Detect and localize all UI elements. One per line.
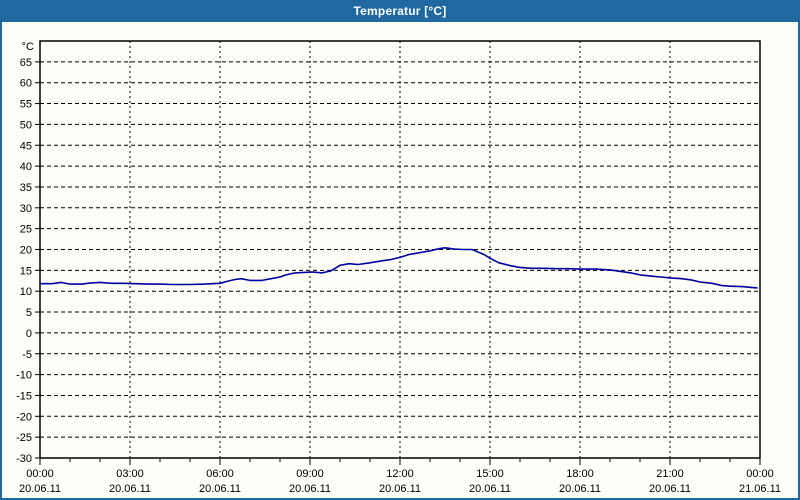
x-tick-date-label: 20.06.11 [559,483,601,495]
y-tick-label: -15 [16,390,32,402]
x-tick-time-label: 00:00 [746,468,774,480]
y-tick-label: -5 [22,349,32,361]
y-tick-label: 0 [26,328,32,340]
y-tick-label: 40 [20,161,32,173]
x-axis-labels: 00:00 20.06.11 03:00 20.06.11 06:00 20.06.11 0… [19,459,781,495]
y-tick-label: 30 [20,203,32,215]
y-tick-label: 65 [20,57,32,69]
y-tick-label: -10 [16,370,32,382]
y-tick-label: -30 [16,453,32,465]
x-tick-date-label: 20.06.11 [19,483,61,495]
x-tick-time-label: 15:00 [476,468,504,480]
x-tick-date-label: 20.06.11 [469,483,511,495]
x-tick-date-label: 20.06.11 [649,483,691,495]
x-tick-time-label: 06:00 [206,468,234,480]
y-tick-label: -20 [16,411,32,423]
x-tick-date-label: 20.06.11 [289,483,331,495]
x-tick-time-label: 12:00 [386,468,414,480]
x-tick-date-label: 20.06.11 [109,483,151,495]
y-tick-label: 25 [20,224,32,236]
y-tick-label: 20 [20,245,32,257]
y-tick-label: 5 [26,307,32,319]
x-tick-date-label: 21.06.11 [739,483,781,495]
y-axis-labels: 65605550454035302520151050-5-10-15-20-25… [16,41,40,465]
y-axis-unit-label: °C [22,41,34,53]
window-title: Temperatur [°C] [353,4,447,18]
y-tick-label: 55 [20,99,32,111]
x-tick-time-label: 21:00 [656,468,684,480]
y-tick-label: 45 [20,140,32,152]
x-tick-time-label: 18:00 [566,468,594,480]
y-tick-label: 15 [20,265,32,277]
y-tick-label: 60 [20,78,32,90]
x-tick-time-label: 03:00 [116,468,144,480]
y-tick-label: 35 [20,182,32,194]
y-tick-label: -25 [16,432,32,444]
y-tick-label: 10 [20,286,32,298]
y-tick-label: 50 [20,119,32,131]
grid [40,41,760,458]
x-tick-date-label: 20.06.11 [199,483,241,495]
x-tick-time-label: 09:00 [296,468,324,480]
temperature-line [39,247,758,289]
x-tick-date-label: 20.06.11 [379,483,421,495]
x-tick-time-label: 00:00 [26,468,54,480]
window-titlebar: Temperatur [°C] [0,0,800,22]
